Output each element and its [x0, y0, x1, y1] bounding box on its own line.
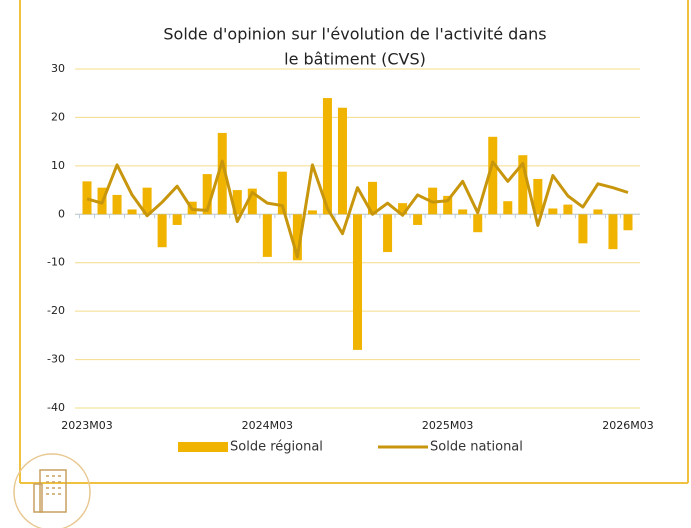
y-tick-label: 10: [51, 159, 65, 172]
bar: [443, 195, 453, 215]
bar: [593, 209, 603, 215]
y-tick-label: -40: [47, 401, 65, 414]
bar: [262, 214, 272, 257]
bar: [337, 107, 347, 215]
legend-label: Solde régional: [230, 440, 323, 455]
legend-label: Solde national: [430, 440, 523, 455]
y-tick-label: 30: [51, 62, 65, 75]
bar: [413, 214, 423, 225]
x-tick-label: 2024M03: [242, 419, 293, 432]
y-tick-label: -20: [47, 304, 65, 317]
y-tick-label: 0: [58, 207, 65, 220]
bar: [322, 98, 332, 215]
bar: [157, 214, 167, 248]
y-tick-label: -30: [47, 353, 65, 366]
bar: [217, 132, 227, 215]
bar: [563, 204, 573, 215]
bar: [473, 214, 483, 233]
bar: [383, 214, 393, 253]
bar: [518, 155, 528, 215]
x-tick-label: 2026M03: [602, 419, 653, 432]
bar: [368, 181, 378, 215]
bar: [277, 171, 287, 215]
bar: [398, 203, 408, 215]
bar: [292, 214, 302, 261]
bar: [82, 181, 92, 215]
chart-title: Solde d'opinion sur l'évolution de l'act…: [163, 25, 546, 44]
bar: [172, 214, 182, 225]
bar: [623, 214, 633, 231]
bar: [548, 208, 558, 215]
logo: [13, 453, 91, 528]
legend-swatch: [178, 442, 228, 452]
bar: [247, 188, 257, 215]
bar: [503, 201, 513, 215]
bar: [458, 209, 468, 215]
y-tick-label: 20: [51, 110, 65, 123]
chart-title: le bâtiment (CVS): [284, 50, 426, 69]
y-tick-label: -10: [47, 256, 65, 269]
bar: [112, 194, 122, 215]
bar: [488, 136, 498, 215]
bar: [127, 209, 137, 215]
bar: [578, 214, 588, 244]
bar: [142, 187, 152, 215]
line: [86, 159, 629, 259]
bar: [232, 190, 242, 215]
bar: [352, 214, 363, 350]
bar: [307, 210, 317, 215]
bar: [608, 214, 618, 250]
bar: [533, 178, 543, 215]
bar: [202, 174, 212, 215]
x-tick-label: 2025M03: [422, 419, 473, 432]
x-tick-label: 2023M03: [61, 419, 112, 432]
frame: [19, 0, 689, 484]
